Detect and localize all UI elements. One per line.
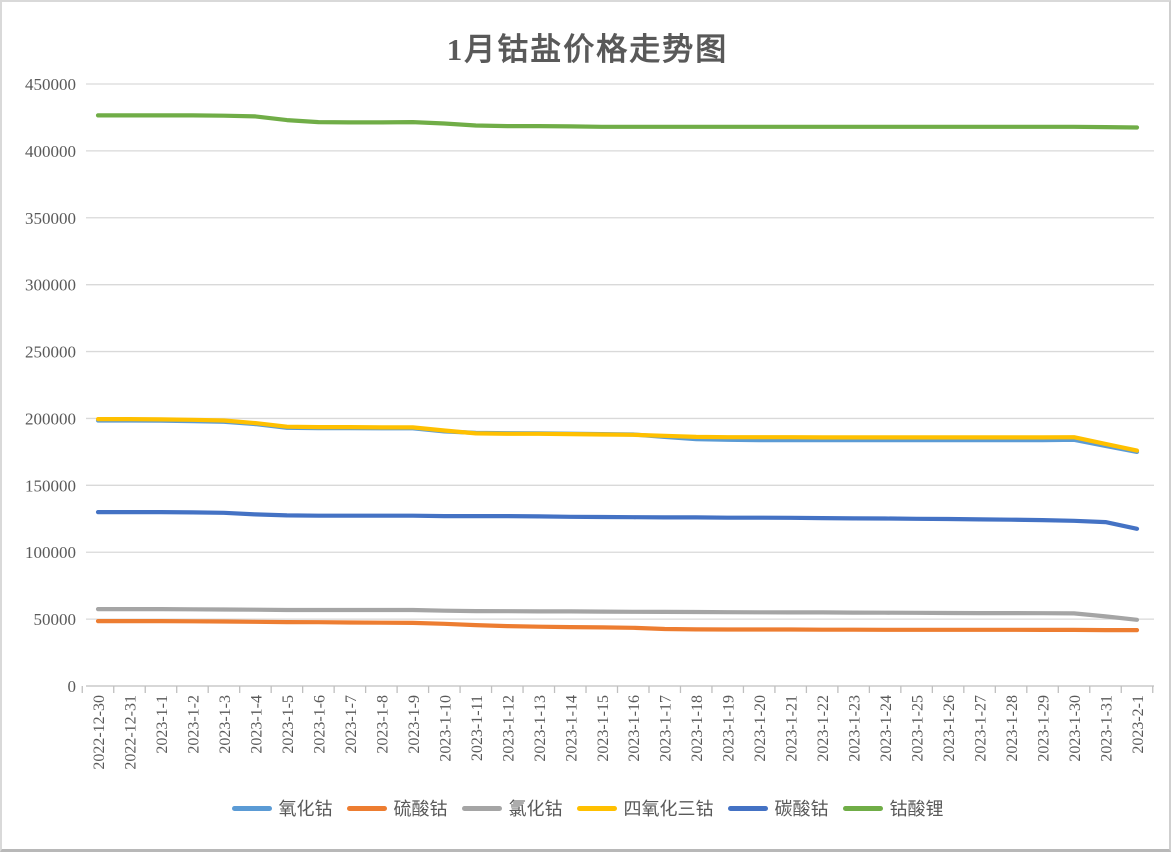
x-tick-label: 2023-1-24 <box>878 695 895 762</box>
x-tick-label: 2023-1-8 <box>374 695 391 754</box>
x-tick-label: 2022-12-30 <box>91 695 108 770</box>
legend-swatch-icon <box>576 805 617 811</box>
y-tick-label: 0 <box>68 677 77 696</box>
legend-label: 碳酸钴 <box>774 799 829 819</box>
y-tick-label: 150000 <box>25 476 76 495</box>
x-tick-label: 2023-1-18 <box>689 695 706 762</box>
legend-item-0: 氧化钴 <box>231 795 333 821</box>
x-tick-label: 2023-1-4 <box>248 695 265 754</box>
x-tick-label: 2023-1-29 <box>1036 695 1053 762</box>
y-tick-label: 400000 <box>25 142 76 161</box>
legend-item-4: 碳酸钴 <box>727 795 829 821</box>
legend-item-1: 硫酸钴 <box>346 795 448 821</box>
legend-swatch-icon <box>461 805 502 811</box>
x-tick-label: 2023-1-3 <box>217 695 234 754</box>
legend-swatch-icon <box>346 805 387 811</box>
gridlines <box>86 83 1154 687</box>
y-tick-label: 250000 <box>25 343 76 362</box>
x-tick-label: 2023-1-20 <box>752 695 769 762</box>
series-line-2 <box>95 606 1140 622</box>
y-tick-label: 200000 <box>25 409 76 428</box>
x-tick-label: 2023-1-5 <box>280 695 297 754</box>
legend-label: 氧化钴 <box>278 799 333 819</box>
x-tick-label: 2023-1-31 <box>1099 695 1116 762</box>
x-tick-label: 2023-1-27 <box>973 695 990 762</box>
legend-label: 四氧化三钴 <box>623 799 714 819</box>
x-tick-label: 2023-1-30 <box>1067 695 1084 762</box>
chart-legend: 氧化钴 硫酸钴 氯化钴 四氧化三钴 碳酸钴 钴酸锂 <box>2 795 1169 821</box>
legend-item-3: 四氧化三钴 <box>576 795 714 821</box>
legend-swatch-icon <box>231 805 272 811</box>
series-line-5 <box>95 113 1140 130</box>
x-tick-label: 2023-1-11 <box>469 695 486 761</box>
x-tick-label: 2023-1-26 <box>941 695 958 762</box>
x-tick-label: 2022-12-31 <box>122 695 139 770</box>
x-tick-label: 2023-1-10 <box>437 695 454 762</box>
legend-label: 钴酸锂 <box>889 799 944 819</box>
x-tick-label: 2023-1-21 <box>784 695 801 762</box>
x-tick-label: 2023-1-23 <box>847 695 864 762</box>
x-tick-label: 2023-1-15 <box>595 695 612 762</box>
x-tick-label: 2023-2-1 <box>1130 695 1147 754</box>
x-tick-label: 2023-1-28 <box>1004 695 1021 762</box>
legend-label: 氯化钴 <box>508 799 563 819</box>
x-tick-label: 2023-1-25 <box>910 695 927 762</box>
x-tick-label: 2023-1-14 <box>563 695 580 762</box>
legend-label: 硫酸钴 <box>393 799 448 819</box>
series-line-3 <box>95 417 1140 453</box>
y-tick-label: 350000 <box>25 209 76 228</box>
y-axis-labels: 0 50000 100000 150000 200000 250000 300000 3500… <box>25 75 76 696</box>
y-tick-label: 450000 <box>25 75 76 94</box>
x-tick-label: 2023-1-22 <box>815 695 832 762</box>
x-tick-label: 2023-1-6 <box>311 695 328 754</box>
y-tick-label: 100000 <box>25 543 76 562</box>
x-tick-label: 2023-1-7 <box>343 695 360 754</box>
legend-item-2: 氯化钴 <box>461 795 563 821</box>
x-axis-labels: 2022-12-30 2022-12-31 2023-1-1 2023-1-2 2023… <box>91 695 1147 770</box>
y-tick-label: 50000 <box>34 610 77 629</box>
legend-swatch-icon <box>842 805 883 811</box>
x-tick-label: 2023-1-9 <box>406 695 423 754</box>
x-tick-label: 2023-1-12 <box>500 695 517 762</box>
x-axis-ticks <box>81 686 1154 693</box>
legend-item-5: 钴酸锂 <box>842 795 944 821</box>
x-tick-label: 2023-1-2 <box>185 695 202 754</box>
x-tick-label: 2023-1-17 <box>658 695 675 762</box>
y-tick-label: 300000 <box>25 276 76 295</box>
series-line-1 <box>95 618 1140 633</box>
x-tick-label: 2023-1-16 <box>626 695 643 762</box>
series-line-4 <box>95 510 1140 531</box>
chart-title: 1月钴盐价格走势图 <box>446 32 729 67</box>
legend-swatch-icon <box>727 805 768 811</box>
x-tick-label: 2023-1-13 <box>532 695 549 762</box>
x-tick-label: 2023-1-19 <box>721 695 738 762</box>
x-tick-label: 2023-1-1 <box>154 695 171 754</box>
